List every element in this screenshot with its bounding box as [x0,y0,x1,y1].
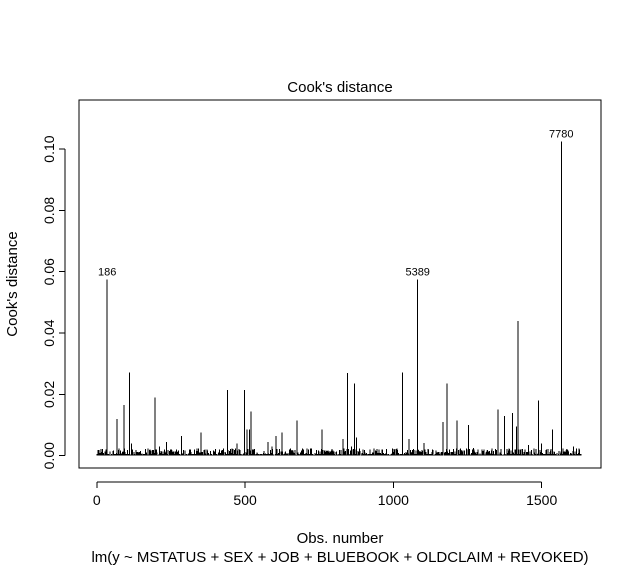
x-tick-label: 500 [233,492,257,508]
influential-point-label: 5389 [405,266,429,278]
y-tick-label: 0.00 [41,442,57,469]
model-formula-label: lm(y ~ MSTATUS + SEX + JOB + BLUEBOOK + … [91,549,588,566]
influential-point-label: 186 [98,266,116,278]
spikes-layer [96,141,582,456]
y-axis: 0.00 0.02 0.04 0.06 0.08 0.10 [41,135,66,469]
y-tick-label: 0.06 [41,258,57,285]
plot-frame [78,99,602,469]
influential-point-label: 7780 [549,128,573,140]
chart-title: Cook's distance [287,79,392,96]
y-axis-label: Cook's distance [4,231,21,336]
x-axis: 0 500 1000 1500 [93,481,557,508]
x-tick-label: 1500 [526,492,557,508]
x-tick-label: 1000 [378,492,409,508]
y-tick-label: 0.10 [41,135,57,162]
x-axis-label: Obs. number [297,530,384,547]
y-tick-label: 0.02 [41,381,57,408]
annotations-layer: 186 5389 7780 [98,128,574,278]
x-tick-label: 0 [93,492,101,508]
y-tick-label: 0.08 [41,197,57,224]
y-tick-label: 0.04 [41,319,57,346]
